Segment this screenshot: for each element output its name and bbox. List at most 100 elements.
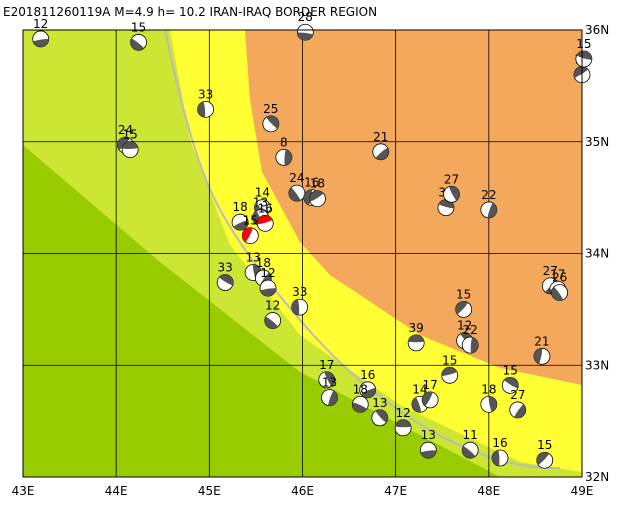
x-tick-label: 43E: [12, 484, 35, 498]
ball-quadrant: [324, 371, 335, 387]
focal-mechanism: [372, 143, 390, 161]
ball-quadrant: [411, 397, 422, 413]
focal-mechanism: [321, 389, 338, 407]
ball-quadrant: [197, 101, 206, 118]
focal-mechanism: [241, 227, 259, 245]
ball-quadrant: [488, 396, 497, 412]
ball-quadrant: [375, 409, 388, 423]
ball-quadrant: [33, 38, 49, 47]
depth-label: 15: [456, 287, 471, 301]
frame: [22, 29, 583, 478]
depth-label: 33: [292, 285, 307, 299]
ball-quadrant: [441, 367, 458, 377]
depth-label: 13: [372, 396, 387, 410]
depth-label: 12: [395, 406, 410, 420]
mountains: [245, 30, 582, 385]
ball-quadrant: [264, 316, 279, 329]
focal-mechanism: [491, 449, 509, 467]
ball-quadrant: [242, 227, 253, 243]
depth-label: 12: [260, 266, 275, 280]
focal-mechanism: [437, 199, 455, 217]
ball-quadrant: [551, 286, 564, 301]
focal-mechanism: [394, 419, 412, 437]
ball-quadrant: [536, 452, 550, 466]
focal-mechanism: [536, 451, 554, 469]
depth-label: 26: [552, 271, 567, 285]
focal-mechanism: [318, 371, 336, 389]
ball-quadrant: [455, 301, 469, 315]
depth-label: 15: [537, 438, 552, 452]
ball-quadrant: [573, 66, 589, 78]
focal-mechanism: [288, 184, 306, 202]
depth-label: 15: [243, 214, 258, 228]
depth-label: 15: [503, 363, 518, 377]
ball-quadrant: [117, 137, 130, 151]
x-tick-label: 46E: [291, 484, 314, 498]
y-tick-label: 35N: [585, 135, 609, 149]
ball-quadrant: [375, 147, 389, 160]
focal-mechanism: [291, 298, 309, 316]
events: 1215332415258212824161830272218141315163…: [32, 10, 593, 469]
x-tick-label: 45E: [198, 484, 221, 498]
depth-label: 39: [409, 321, 424, 335]
ball-quadrant: [122, 141, 139, 149]
depth-label: 13: [421, 428, 436, 442]
ball-quadrant: [533, 348, 543, 364]
depth-label: 33: [218, 261, 233, 275]
focal-mechanism: [296, 23, 314, 41]
ball-quadrant: [297, 32, 313, 41]
y-tick-label: 32N: [585, 470, 609, 484]
ball-quadrant: [309, 190, 324, 202]
depth-label: 14: [255, 186, 270, 200]
ball-quadrant: [504, 377, 519, 389]
focal-mechanism: [441, 366, 459, 384]
border-line: [164, 30, 561, 470]
focal-mechanism: [351, 395, 369, 413]
ball-quadrant: [260, 288, 277, 297]
y-tick-label: 33N: [585, 358, 609, 372]
depth-label: 15: [131, 20, 146, 34]
x-tick-label: 47E: [384, 484, 407, 498]
focal-mechanism: [443, 185, 460, 203]
depth-label: 27: [444, 172, 459, 186]
depth-label: 16: [492, 436, 507, 450]
focal-mechanism: [309, 190, 326, 208]
ball-quadrant: [257, 215, 273, 225]
depth-label: 16: [360, 368, 375, 382]
focal-mechanism: [262, 115, 280, 133]
depth-label: 17: [319, 358, 334, 372]
map-title: E201811260119A M=4.9 h= 10.2 IRAN-IRAQ B…: [3, 5, 377, 19]
ball-quadrant: [266, 115, 279, 129]
depth-label: 16: [304, 176, 319, 190]
ball-quadrant: [395, 419, 412, 428]
depth-label: 15: [123, 128, 138, 142]
depth-label: 28: [298, 10, 313, 24]
focal-mechanism: [256, 214, 274, 232]
depth-label: 13: [253, 196, 268, 210]
focal-mechanism: [419, 441, 437, 459]
depth-label: 15: [442, 353, 457, 367]
ball-quadrant: [288, 187, 301, 202]
x-tick-label: 44E: [105, 484, 128, 498]
focal-mechanism: [32, 30, 50, 48]
depth-label: 24: [118, 123, 133, 137]
ball-quadrant: [462, 446, 476, 459]
ball-quadrant: [219, 274, 234, 286]
focal-mechanism: [259, 279, 277, 297]
focal-mechanism: [421, 391, 439, 409]
depth-label: 18: [481, 382, 496, 396]
ball-quadrant: [514, 404, 526, 418]
focal-mechanism: [480, 201, 498, 219]
focal-mechanism: [231, 213, 249, 231]
x-tick-label: 49E: [571, 484, 594, 498]
depth-label: 16: [258, 201, 273, 215]
depth-label: 13: [245, 250, 260, 264]
ball-quadrant: [420, 450, 437, 459]
depth-label: 11: [463, 428, 478, 442]
depth-label: 27: [510, 388, 525, 402]
depth-label: 12: [33, 17, 48, 31]
ball-quadrant: [470, 337, 479, 354]
focal-mechanism: [551, 284, 569, 302]
